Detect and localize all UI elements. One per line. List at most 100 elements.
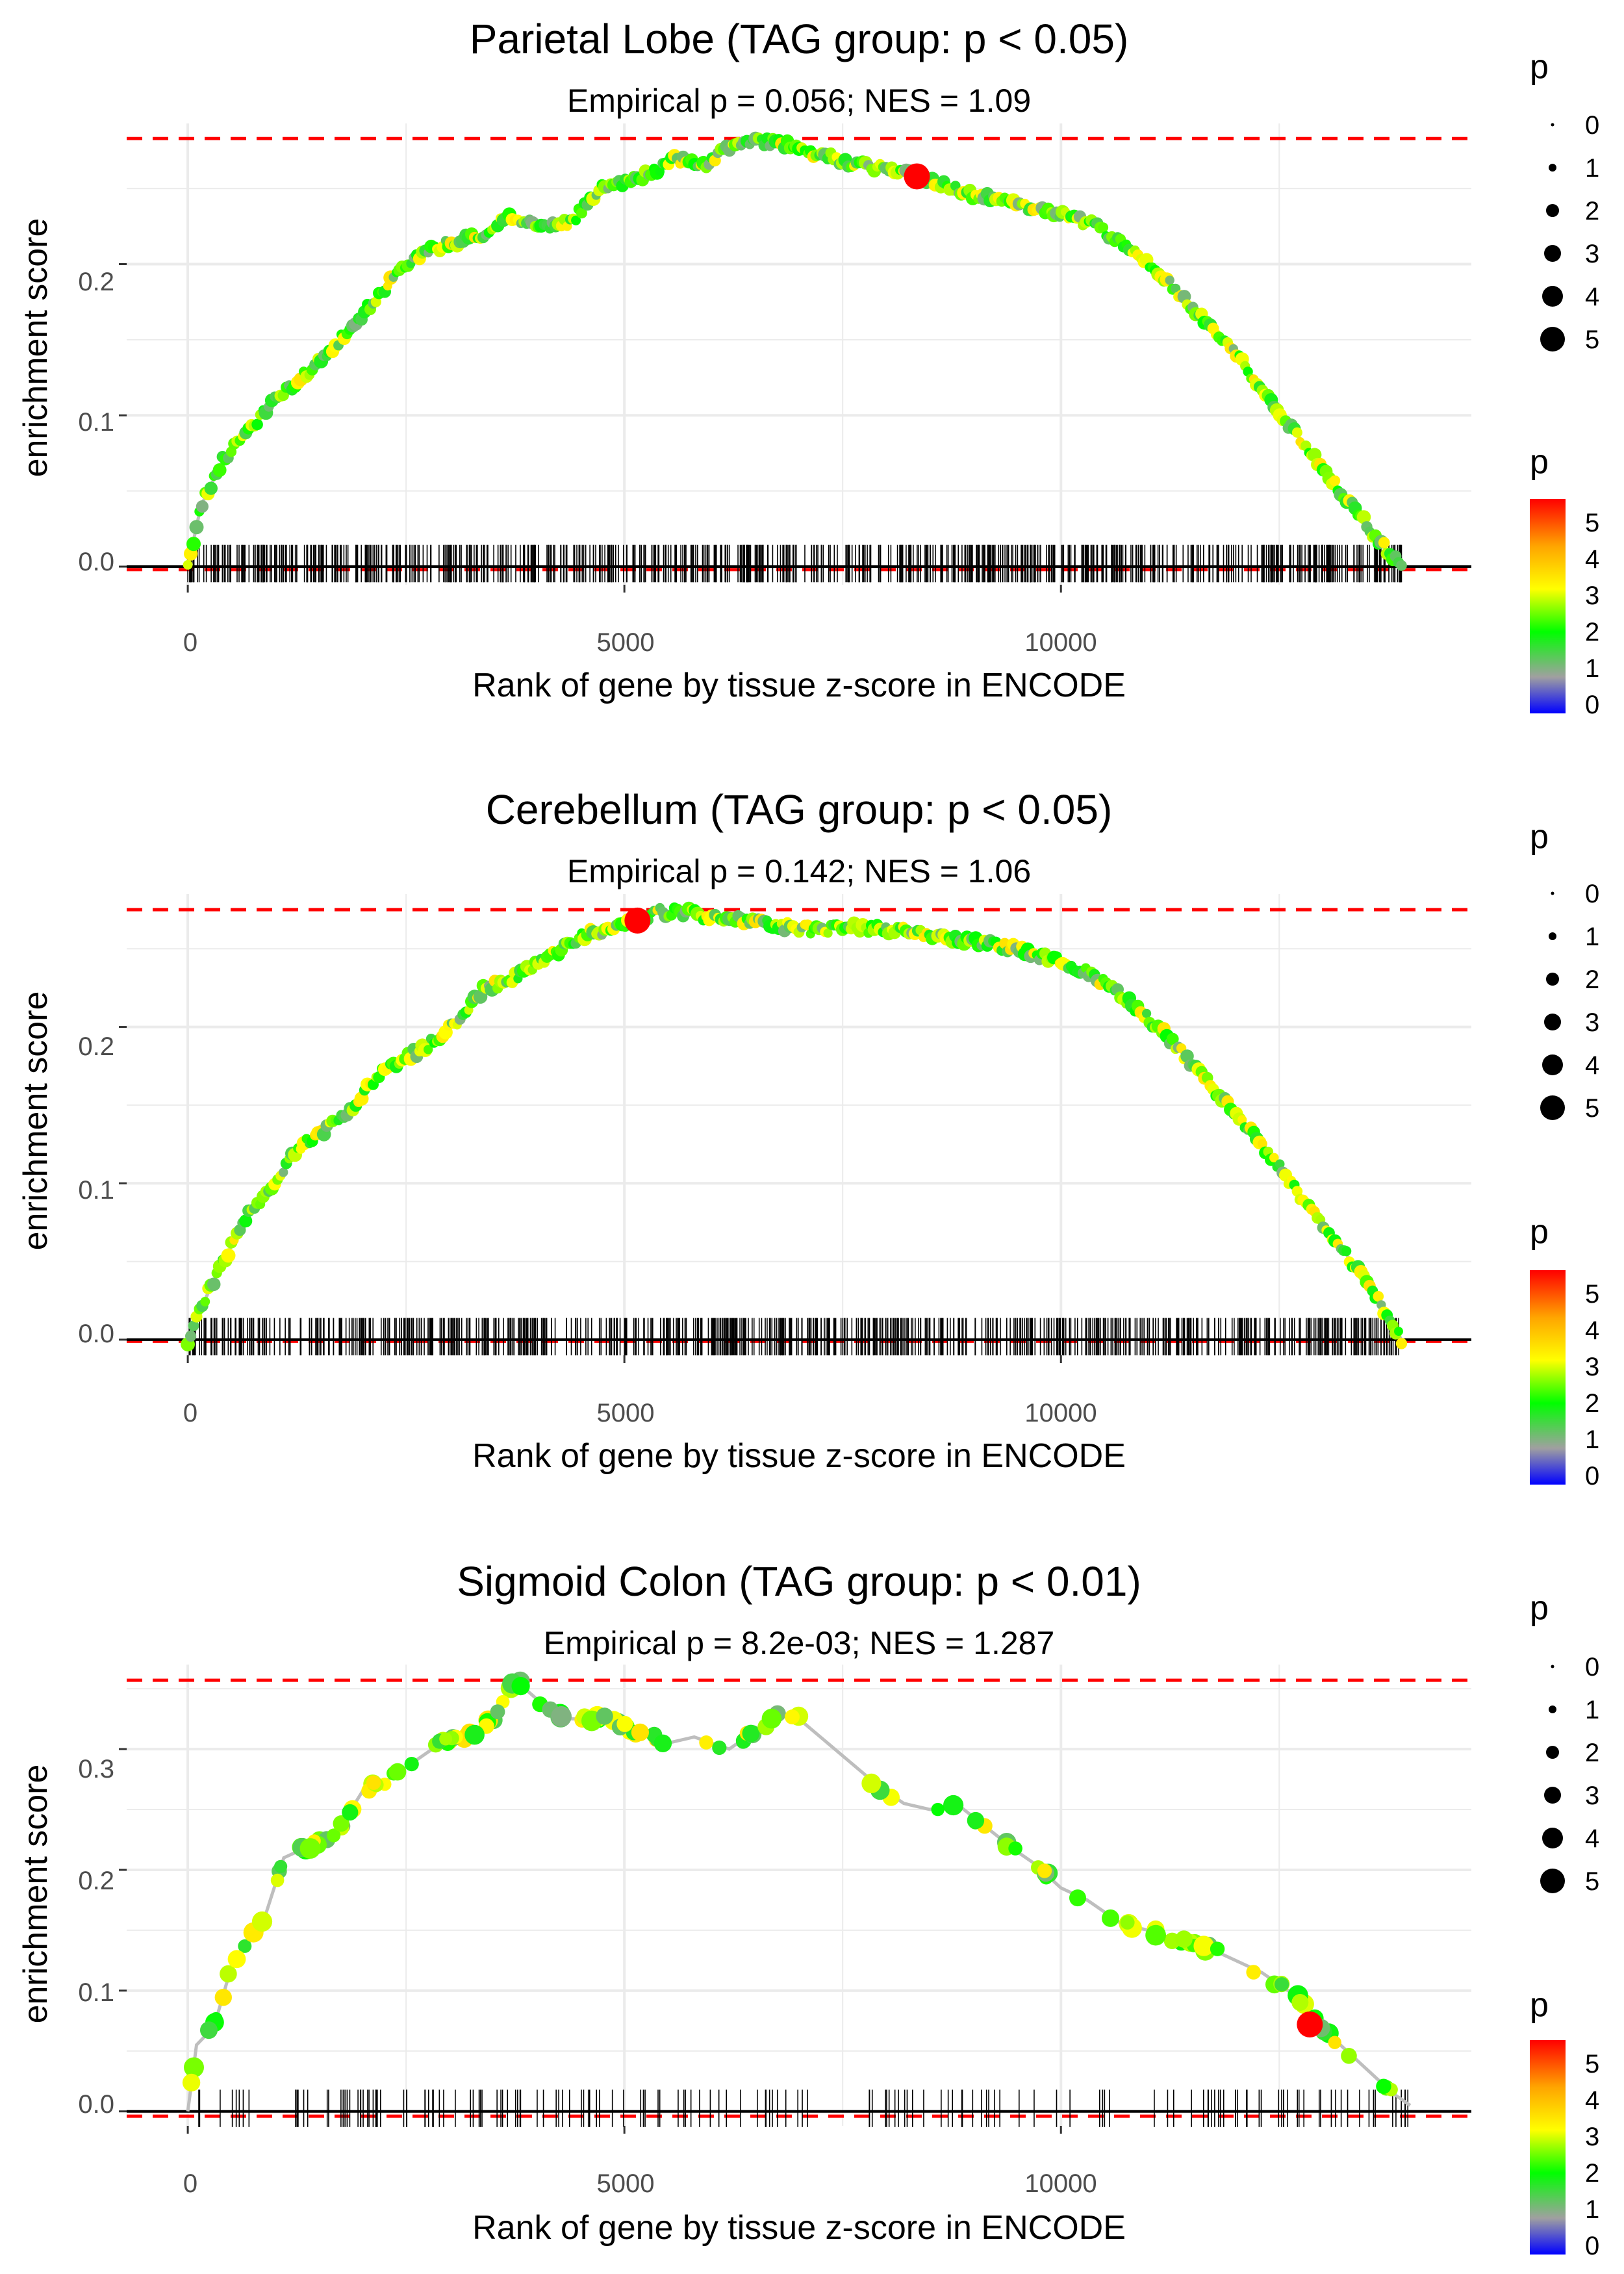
- gene-point: [616, 1715, 633, 1732]
- gene-point: [299, 1838, 321, 1859]
- size-legend-label: 3: [1585, 240, 1599, 268]
- color-legend-label: 1: [1585, 2195, 1599, 2224]
- x-tick-label: 5000: [597, 2169, 655, 2198]
- y-tick-label: 0.1: [78, 408, 114, 437]
- color-legend-label: 5: [1585, 1280, 1599, 1309]
- gene-point: [388, 1763, 407, 1781]
- plot-area: [119, 1665, 1471, 2134]
- gene-point: [183, 560, 193, 570]
- gene-point: [1341, 2048, 1357, 2064]
- gene-point: [699, 1735, 714, 1750]
- gene-point: [785, 1709, 800, 1725]
- color-legend-label: 4: [1585, 1316, 1599, 1345]
- color-gradient-bar: [1530, 499, 1566, 713]
- size-legend-title: p: [1530, 48, 1549, 86]
- gene-point: [1120, 1915, 1135, 1930]
- x-tick-label: 10000: [1024, 1399, 1097, 1427]
- gene-point: [204, 481, 218, 495]
- gene-point: [239, 1214, 253, 1228]
- size-legend-label: 1: [1585, 923, 1599, 951]
- gene-point: [200, 1297, 210, 1307]
- size-legend-label: 2: [1585, 1739, 1599, 1767]
- size-legend-key: [1551, 123, 1554, 127]
- gene-point: [712, 1740, 727, 1756]
- y-tick-label: 0.2: [78, 1032, 114, 1061]
- chart-subtitle: Empirical p = 0.056; NES = 1.09: [567, 83, 1031, 119]
- size-legend-label: 3: [1585, 1008, 1599, 1037]
- gene-point: [1269, 1153, 1279, 1163]
- gene-point: [221, 1248, 236, 1263]
- gene-point: [1275, 1159, 1285, 1169]
- chart-title: Cerebellum (TAG group: p < 0.05): [486, 786, 1113, 833]
- gene-point: [943, 1795, 964, 1816]
- size-legend-key: [1542, 1054, 1563, 1075]
- gene-point: [1165, 275, 1174, 285]
- gene-point: [404, 1757, 419, 1772]
- size-legend-label: 0: [1585, 880, 1599, 908]
- gene-point: [220, 1965, 237, 1983]
- color-legend-label: 1: [1585, 1425, 1599, 1454]
- gene-point: [1008, 1841, 1022, 1856]
- size-legend-key: [1546, 973, 1559, 986]
- gene-point: [967, 1811, 985, 1830]
- gene-points: [183, 131, 1407, 571]
- size-legend-key: [1544, 1787, 1561, 1804]
- gene-point: [1378, 537, 1390, 548]
- size-legend-label: 0: [1585, 1653, 1599, 1681]
- size-legend-label: 1: [1585, 154, 1599, 183]
- size-legend-key: [1542, 286, 1563, 307]
- gene-point: [653, 1734, 672, 1752]
- color-legend-label: 0: [1585, 691, 1599, 719]
- size-legend-key: [1549, 164, 1556, 172]
- gene-point: [1328, 2036, 1341, 2049]
- color-legend-title: p: [1530, 1213, 1549, 1251]
- gene-point: [1098, 222, 1109, 233]
- gene-point: [270, 1873, 285, 1887]
- gene-point: [1356, 510, 1371, 524]
- gene-point: [464, 1724, 485, 1745]
- x-axis-title: Rank of gene by tissue z-score in ENCODE: [472, 1437, 1126, 1475]
- gene-point: [1180, 1049, 1194, 1063]
- gene-point: [189, 520, 204, 535]
- y-tick-label: 0.1: [78, 1176, 114, 1205]
- gene-point: [931, 1802, 945, 1817]
- gene-point: [1193, 1935, 1214, 1956]
- gene-point: [366, 1775, 381, 1790]
- size-legend-key: [1549, 1706, 1556, 1713]
- gene-point: [1291, 427, 1302, 438]
- gene-point: [823, 928, 833, 938]
- plot-area: [119, 894, 1471, 1363]
- color-gradient-bar: [1530, 1270, 1566, 1485]
- size-legend-label: 2: [1585, 965, 1599, 994]
- size-legend-key: [1549, 932, 1556, 940]
- gene-point: [551, 1706, 572, 1727]
- plot-area: [119, 123, 1471, 593]
- color-legend-label: 3: [1585, 2123, 1599, 2151]
- color-legend-label: 4: [1585, 2086, 1599, 2115]
- size-legend-label: 4: [1585, 1051, 1599, 1080]
- gene-point: [1037, 1863, 1052, 1878]
- size-legend-label: 5: [1585, 1094, 1599, 1123]
- gene-point: [1175, 1930, 1193, 1948]
- gene-point: [209, 2012, 223, 2026]
- gene-point: [279, 1168, 288, 1177]
- gene-point: [188, 1320, 199, 1331]
- gene-point: [1210, 1941, 1225, 1956]
- gene-point: [571, 215, 581, 225]
- gene-point: [596, 1707, 613, 1725]
- chart-subtitle: Empirical p = 0.142; NES = 1.06: [567, 853, 1031, 889]
- y-tick-label: 0.2: [78, 1867, 114, 1895]
- size-legend-label: 5: [1585, 1867, 1599, 1896]
- y-tick-label: 0.2: [78, 268, 114, 296]
- size-legend-label: 1: [1585, 1696, 1599, 1724]
- x-tick-label: 5000: [597, 628, 655, 657]
- size-legend-label: 2: [1585, 197, 1599, 225]
- gene-points: [182, 1671, 1398, 2097]
- legend-2: p 0 1 2 3 4 5 p 5 4 3 2 1 0: [1530, 818, 1599, 1490]
- size-legend-key: [1540, 1095, 1565, 1120]
- panel-3: Sigmoid Colon (TAG group: p < 0.01) Empi…: [17, 1558, 1471, 2247]
- size-legend-key: [1551, 1665, 1554, 1668]
- color-legend-title: p: [1530, 1986, 1549, 2024]
- gene-point: [1395, 1338, 1408, 1349]
- gene-point: [1257, 1139, 1267, 1149]
